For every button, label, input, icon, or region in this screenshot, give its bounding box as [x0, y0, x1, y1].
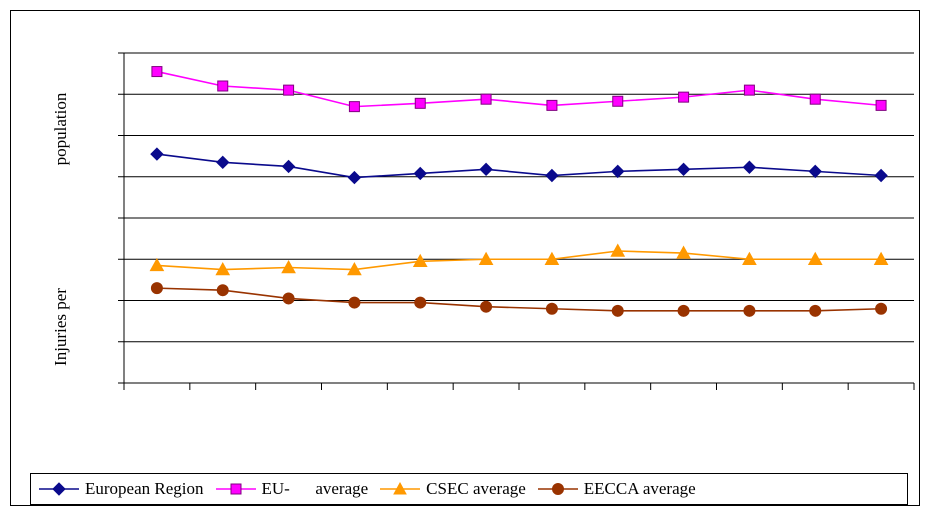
- legend-label-1: EU- average: [261, 479, 369, 498]
- data-point-s2-4: [412, 253, 428, 268]
- legend-swatch-3: [537, 483, 578, 495]
- data-point-s1-5: [480, 93, 492, 105]
- data-point-s1-7: [612, 95, 624, 107]
- data-point-s2-9: [742, 251, 757, 265]
- data-point-s2-6: [544, 251, 560, 265]
- data-point-s3-6: [545, 302, 558, 315]
- data-point-s0-1: [216, 155, 230, 170]
- data-point-s2-11: [873, 251, 889, 265]
- data-point-s2-8: [676, 245, 691, 259]
- data-point-s0-9: [742, 160, 757, 174]
- data-point-s0-6: [545, 168, 559, 183]
- data-point-s2-1: [215, 262, 231, 276]
- legend-label-2: CSEC average: [426, 479, 526, 498]
- data-point-s1-0: [151, 66, 163, 78]
- data-point-s2-5: [478, 251, 494, 265]
- data-point-s0-3: [347, 170, 362, 185]
- series-line-1: [156, 70, 882, 108]
- data-point-s1-4: [414, 97, 426, 109]
- plot-area: [118, 52, 915, 390]
- data-point-s3-4: [414, 296, 427, 309]
- legend-swatch-2: [380, 481, 421, 495]
- data-point-s1-10: [809, 93, 821, 105]
- chart-frame: population Injuries per: [10, 10, 920, 506]
- legend-swatch-0: [39, 482, 79, 496]
- legend-item-2: CSEC average: [380, 479, 526, 499]
- data-point-s1-8: [678, 91, 690, 103]
- data-point-s0-8: [676, 162, 691, 177]
- data-point-s3-1: [216, 284, 229, 297]
- data-point-s0-7: [611, 164, 625, 179]
- data-point-s3-3: [348, 296, 361, 309]
- data-point-s0-0: [150, 147, 164, 161]
- legend-label-3: EECCA average: [583, 479, 696, 498]
- data-point-s2-3: [347, 262, 362, 276]
- data-point-s1-2: [283, 84, 295, 96]
- data-point-s1-1: [217, 80, 229, 92]
- data-point-s1-9: [743, 84, 755, 96]
- data-point-s1-11: [875, 99, 887, 111]
- legend-swatch-1: [215, 483, 256, 495]
- legend: European Region EU- average CSEC average EE…: [30, 473, 908, 505]
- data-point-s0-11: [874, 168, 888, 183]
- data-point-s2-2: [281, 259, 296, 274]
- y-axis-label-bottom: Injuries per: [51, 288, 70, 366]
- data-point-s0-2: [281, 159, 296, 174]
- data-point-s3-7: [611, 304, 624, 317]
- data-point-s3-8: [677, 304, 690, 317]
- data-point-s0-4: [413, 166, 427, 181]
- data-point-s3-2: [282, 292, 295, 305]
- y-axis-label-top: population: [51, 92, 70, 166]
- data-point-s3-0: [150, 282, 163, 295]
- data-point-s2-0: [149, 257, 165, 272]
- data-point-s1-3: [348, 101, 360, 113]
- series-line-2: [156, 250, 882, 271]
- legend-item-1: EU- average: [215, 479, 369, 499]
- data-point-s2-7: [610, 243, 626, 257]
- data-point-s3-10: [809, 304, 822, 317]
- series-line-3: [156, 287, 882, 312]
- legend-item-3: EECCA average: [537, 479, 696, 499]
- series-line-0: [156, 153, 882, 179]
- data-point-s2-10: [807, 251, 823, 265]
- data-point-s3-5: [480, 300, 493, 313]
- legend-label-0: European Region: [85, 479, 204, 498]
- data-point-s0-5: [479, 162, 493, 177]
- data-point-s1-6: [546, 99, 558, 111]
- data-point-s0-10: [808, 164, 822, 179]
- legend-item-0: European Region: [39, 479, 204, 499]
- data-point-s3-9: [743, 304, 756, 317]
- data-point-s3-11: [875, 302, 888, 315]
